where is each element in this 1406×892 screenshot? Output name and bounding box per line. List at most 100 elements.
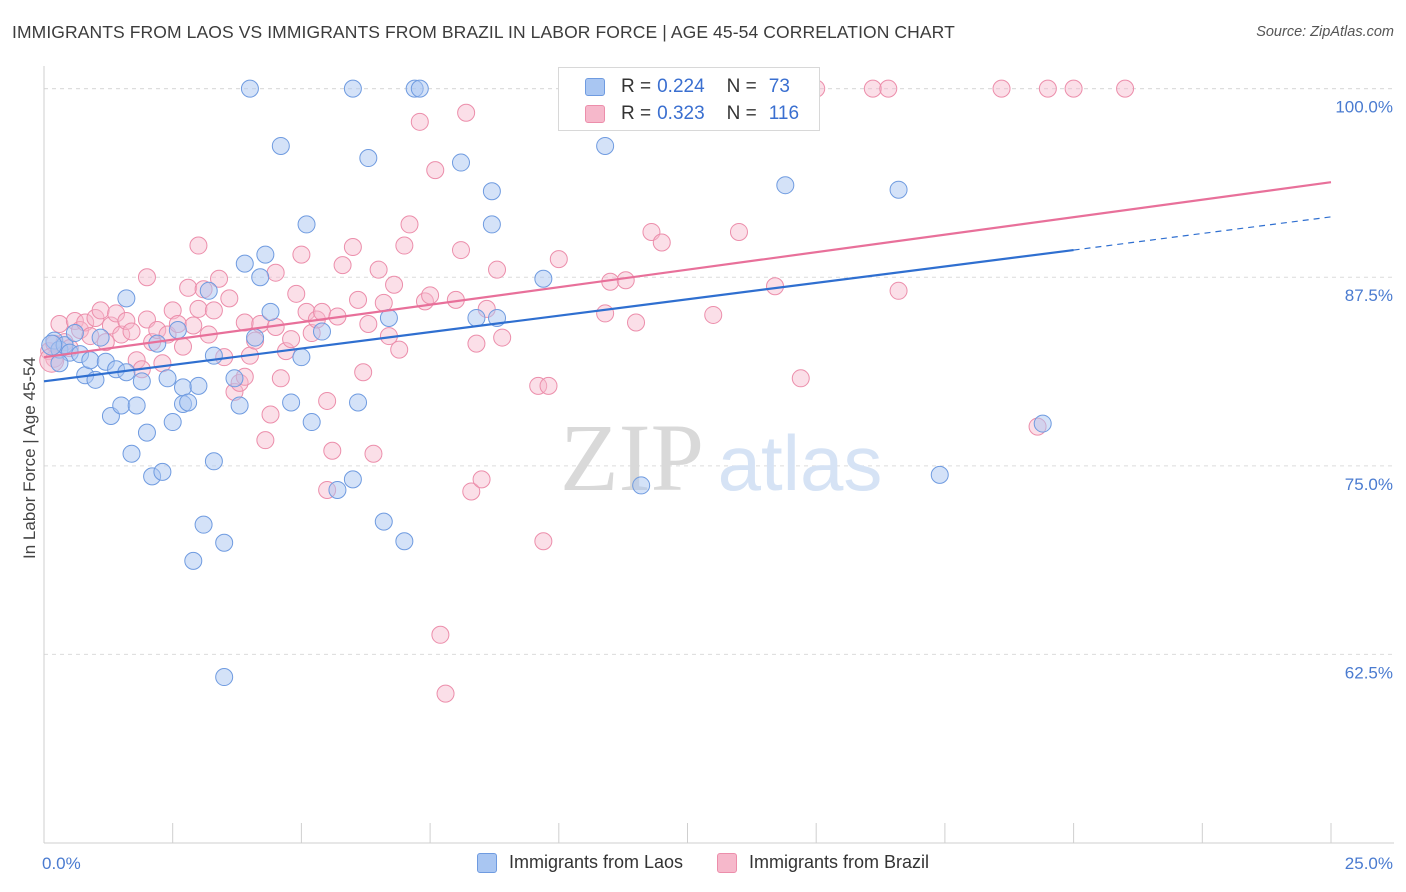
point-brazil [704,305,723,324]
stats-legend: R = 0.224 N = 73 R = 0.323 N = 116 [558,67,820,131]
point-laos [246,328,265,347]
point-brazil [261,405,280,424]
point-laos [1033,414,1052,433]
point-laos [282,393,301,412]
point-brazil [318,391,337,410]
point-brazil [431,625,450,644]
point-brazil [369,260,388,279]
tick-labels: 100.0% 87.5% 75.0% 62.5% 0.0% 25.0% [42,98,1393,873]
point-laos [343,470,362,489]
point-laos [204,452,223,471]
point-laos [230,396,249,415]
point-laos [153,462,172,481]
point-brazil [112,325,131,344]
point-laos [312,322,331,341]
source-credit: Source: ZipAtlas.com [1256,24,1394,40]
point-brazil [323,441,342,460]
legend-label-laos: Immigrants from Laos [508,852,684,872]
point-laos [410,79,429,98]
point-laos [137,423,156,442]
point-brazil [210,269,229,288]
point-laos [168,321,187,340]
trend-line-laos [43,248,1074,383]
point-brazil [153,354,172,373]
point-brazil [184,316,203,335]
point-laos [930,465,949,484]
point-brazil [889,281,908,300]
point-laos [482,182,501,201]
y-tick-label: 87.5% [1345,286,1393,305]
point-laos [632,476,651,495]
legend-row-laos: R = 0.224 N = 73 [559,74,790,100]
legend-label-brazil: Immigrants from Brazil [749,852,930,872]
trend-line-brazil [43,181,1332,359]
point-brazil [107,304,126,323]
chart-title: IMMIGRANTS FROM LAOS VS IMMIGRANTS FROM … [12,22,955,42]
legend-swatch-laos [585,78,605,96]
series-legend: Immigrants from Laos Immigrants from Bra… [0,852,1406,873]
legend-item-laos[interactable]: Immigrants from Laos [476,852,684,873]
point-brazil [333,256,352,275]
point-laos [349,393,368,412]
point-laos [194,515,213,534]
point-brazil [400,215,419,234]
point-brazil [385,275,404,294]
point-laos [65,324,84,343]
point-brazil [529,376,548,395]
x-edge-label-max: 25.0% [1345,854,1393,873]
point-laos [889,180,908,199]
point-brazil [220,289,239,308]
point-laos [467,308,486,327]
point-laos [117,289,136,308]
point-brazil [992,79,1011,98]
point-brazil [596,304,615,323]
legend-n-label: N = [726,103,757,124]
point-laos [261,302,280,321]
y-tick-label: 75.0% [1345,475,1393,494]
point-brazil [472,470,491,489]
point-laos [359,149,378,168]
point-brazil [1038,79,1057,98]
point-brazil [50,314,69,333]
legend-n-value-brazil: 116 [768,103,800,124]
point-brazil [1116,79,1135,98]
point-brazil [266,263,285,282]
point-brazil [173,337,192,356]
point-laos [395,532,414,551]
point-laos [158,369,177,388]
point-brazil [616,271,635,290]
point-laos [235,254,254,273]
point-laos [199,281,218,300]
legend-swatch-brazil [717,852,738,873]
point-laos [776,176,795,195]
point-laos [251,268,270,287]
point-brazil [349,290,368,309]
point-brazil [493,328,512,347]
point-brazil [879,79,898,98]
point-brazil [292,245,311,264]
point-brazil [189,236,208,255]
trend-lines [43,181,1332,383]
point-brazil [462,482,481,501]
point-laos [240,79,259,98]
point-brazil [359,314,378,333]
legend-n-value-laos: 73 [768,76,790,97]
point-brazil [652,233,671,252]
watermark-zip: ZIP [560,404,704,511]
legend-r-label: R = [621,103,652,124]
legend-row-brazil: R = 0.323 N = 116 [559,101,799,127]
point-brazil [137,268,156,287]
legend-item-brazil[interactable]: Immigrants from Brazil [717,852,929,873]
point-brazil [467,334,486,353]
legend-r-value-laos: 0.224 [657,76,705,97]
point-brazil [287,284,306,303]
point-laos [81,351,100,370]
point-brazil [282,330,301,349]
point-laos [271,136,290,155]
point-brazil [549,250,568,269]
point-laos [50,354,69,373]
legend-r-label: R = [621,76,652,97]
point-brazil [791,369,810,388]
series-laos-points [41,79,1052,687]
point-brazil [488,260,507,279]
